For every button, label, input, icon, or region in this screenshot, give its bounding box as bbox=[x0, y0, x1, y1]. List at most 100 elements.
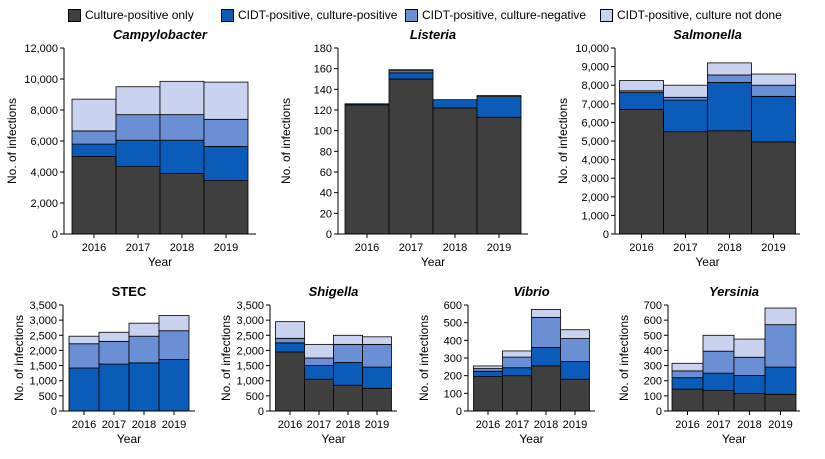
x-tick-label: 2019 bbox=[768, 419, 792, 431]
y-tick-label: 1,000 bbox=[236, 376, 264, 388]
y-axis-label: No. of infections bbox=[417, 315, 431, 401]
y-axis-label: No. of infections bbox=[617, 315, 631, 401]
bar-segment bbox=[98, 340, 130, 365]
bar-segment bbox=[531, 309, 561, 318]
bar-segment bbox=[304, 365, 334, 380]
bar-segment bbox=[733, 356, 766, 376]
y-tick-label: 300 bbox=[444, 353, 462, 365]
y-tick-label: 8,000 bbox=[30, 105, 58, 117]
chart-yersinia: Yersinia 0 100 200 300 400 500 600 700 2016 2017 20… bbox=[617, 284, 800, 446]
chart-title: Yersinia bbox=[709, 284, 759, 299]
y-tick-label: 2,000 bbox=[29, 345, 57, 357]
bar-segment bbox=[560, 361, 590, 380]
x-tick-label: 2019 bbox=[563, 419, 587, 431]
x-tick-label: 2017 bbox=[307, 419, 331, 431]
x-tick-label: 2017 bbox=[102, 419, 126, 431]
x-tick-label: 2019 bbox=[487, 242, 511, 254]
y-axis-label: No. of infections bbox=[12, 315, 26, 401]
bar-segment bbox=[71, 156, 117, 235]
bar-segment bbox=[158, 315, 190, 332]
bar-segment bbox=[764, 366, 797, 395]
bar-segment bbox=[671, 362, 704, 372]
y-axis-label: No. of infections bbox=[5, 98, 19, 184]
bar-segment bbox=[751, 95, 796, 143]
bar-segment bbox=[344, 104, 390, 235]
bar-segment bbox=[362, 336, 392, 345]
bar-segment bbox=[702, 350, 735, 374]
legend-item-cidt-culture-negative: CIDT-positive, culture-negative bbox=[405, 7, 586, 23]
legend-swatch bbox=[221, 8, 234, 22]
x-tick-label: 2018 bbox=[170, 242, 194, 254]
bar-segment bbox=[502, 367, 532, 377]
y-tick-label: 3,000 bbox=[581, 173, 609, 185]
bar-segment bbox=[68, 367, 100, 412]
legend-label: CIDT-positive, culture-positive bbox=[238, 8, 398, 22]
y-tick-label: 10,000 bbox=[575, 43, 609, 55]
bar-segment bbox=[702, 390, 735, 412]
bar-segment bbox=[68, 343, 100, 369]
x-tick-label: 2016 bbox=[476, 419, 500, 431]
y-tick-label: 5,000 bbox=[581, 136, 609, 148]
y-tick-label: 300 bbox=[644, 361, 662, 373]
y-tick-label: 1,500 bbox=[236, 361, 264, 373]
y-tick-label: 500 bbox=[644, 330, 662, 342]
bar-segment bbox=[158, 330, 190, 360]
legend-label: CIDT-positive, culture not done bbox=[617, 8, 782, 22]
y-tick-label: 500 bbox=[39, 391, 57, 403]
legend-swatch bbox=[68, 8, 81, 22]
bar-segment bbox=[71, 98, 117, 132]
y-tick-label: 10,000 bbox=[24, 74, 58, 86]
bar-segment bbox=[432, 107, 478, 235]
legend-item-cidt-culture-positive: CIDT-positive, culture-positive bbox=[221, 7, 397, 23]
y-tick-label: 700 bbox=[644, 300, 662, 312]
bar-segment bbox=[473, 376, 503, 412]
y-tick-label: 100 bbox=[644, 391, 662, 403]
y-tick-label: 0 bbox=[456, 406, 462, 418]
bar-segment bbox=[707, 74, 752, 83]
bar-segment bbox=[203, 146, 249, 181]
y-tick-label: 4,000 bbox=[581, 155, 609, 167]
chart-listeria: Listeria 0 20 40 60 80 100 120 140 160 180 2016 2017… bbox=[279, 27, 528, 269]
bar-segment bbox=[68, 335, 100, 345]
bar-segment bbox=[663, 99, 708, 133]
bar-segment bbox=[362, 387, 392, 412]
y-tick-label: 200 bbox=[444, 371, 462, 383]
chart-title: STEC bbox=[112, 284, 147, 299]
x-axis-label: Year bbox=[421, 255, 445, 269]
bar-segment bbox=[304, 378, 334, 412]
x-tick-label: 2016 bbox=[82, 242, 106, 254]
bar-segment bbox=[71, 143, 117, 157]
x-tick-label: 2019 bbox=[365, 419, 389, 431]
y-tick-label: 2,000 bbox=[236, 345, 264, 357]
y-tick-label: 180 bbox=[314, 43, 332, 55]
bar-segment bbox=[128, 362, 160, 412]
bar-segment bbox=[560, 338, 590, 362]
legend-item-cidt-culture-not-done: CIDT-positive, culture not done bbox=[600, 7, 782, 23]
x-tick-label: 2018 bbox=[336, 419, 360, 431]
y-tick-label: 3,500 bbox=[236, 300, 264, 312]
y-tick-label: 0 bbox=[656, 406, 662, 418]
bar-segment bbox=[362, 343, 392, 368]
bar-segment bbox=[115, 166, 161, 235]
bar-segment bbox=[619, 108, 664, 235]
chart-title: Campylobacter bbox=[113, 27, 208, 42]
bar-segment bbox=[663, 84, 708, 98]
y-tick-label: 200 bbox=[644, 376, 662, 388]
x-axis-label: Year bbox=[519, 432, 543, 446]
y-tick-label: 500 bbox=[444, 318, 462, 330]
y-tick-label: 0 bbox=[51, 406, 57, 418]
bar-segment bbox=[560, 378, 590, 412]
chart-shigella: Shigella 0 500 1,000 1,500 2,000 2,500 3,000 3,5… bbox=[219, 284, 397, 446]
y-tick-label: 400 bbox=[644, 345, 662, 357]
x-axis-label: Year bbox=[148, 255, 172, 269]
x-tick-label: 2016 bbox=[278, 419, 302, 431]
y-axis-label: No. of infections bbox=[556, 98, 570, 184]
legend-item-culture-positive-only: Culture-positive only bbox=[68, 7, 194, 23]
bar-segment bbox=[473, 370, 503, 377]
bar-segment bbox=[733, 375, 766, 394]
bar-segment bbox=[115, 114, 161, 141]
y-tick-label: 6,000 bbox=[30, 136, 58, 148]
y-tick-label: 160 bbox=[314, 64, 332, 76]
y-axis-label: No. of infections bbox=[279, 98, 293, 184]
